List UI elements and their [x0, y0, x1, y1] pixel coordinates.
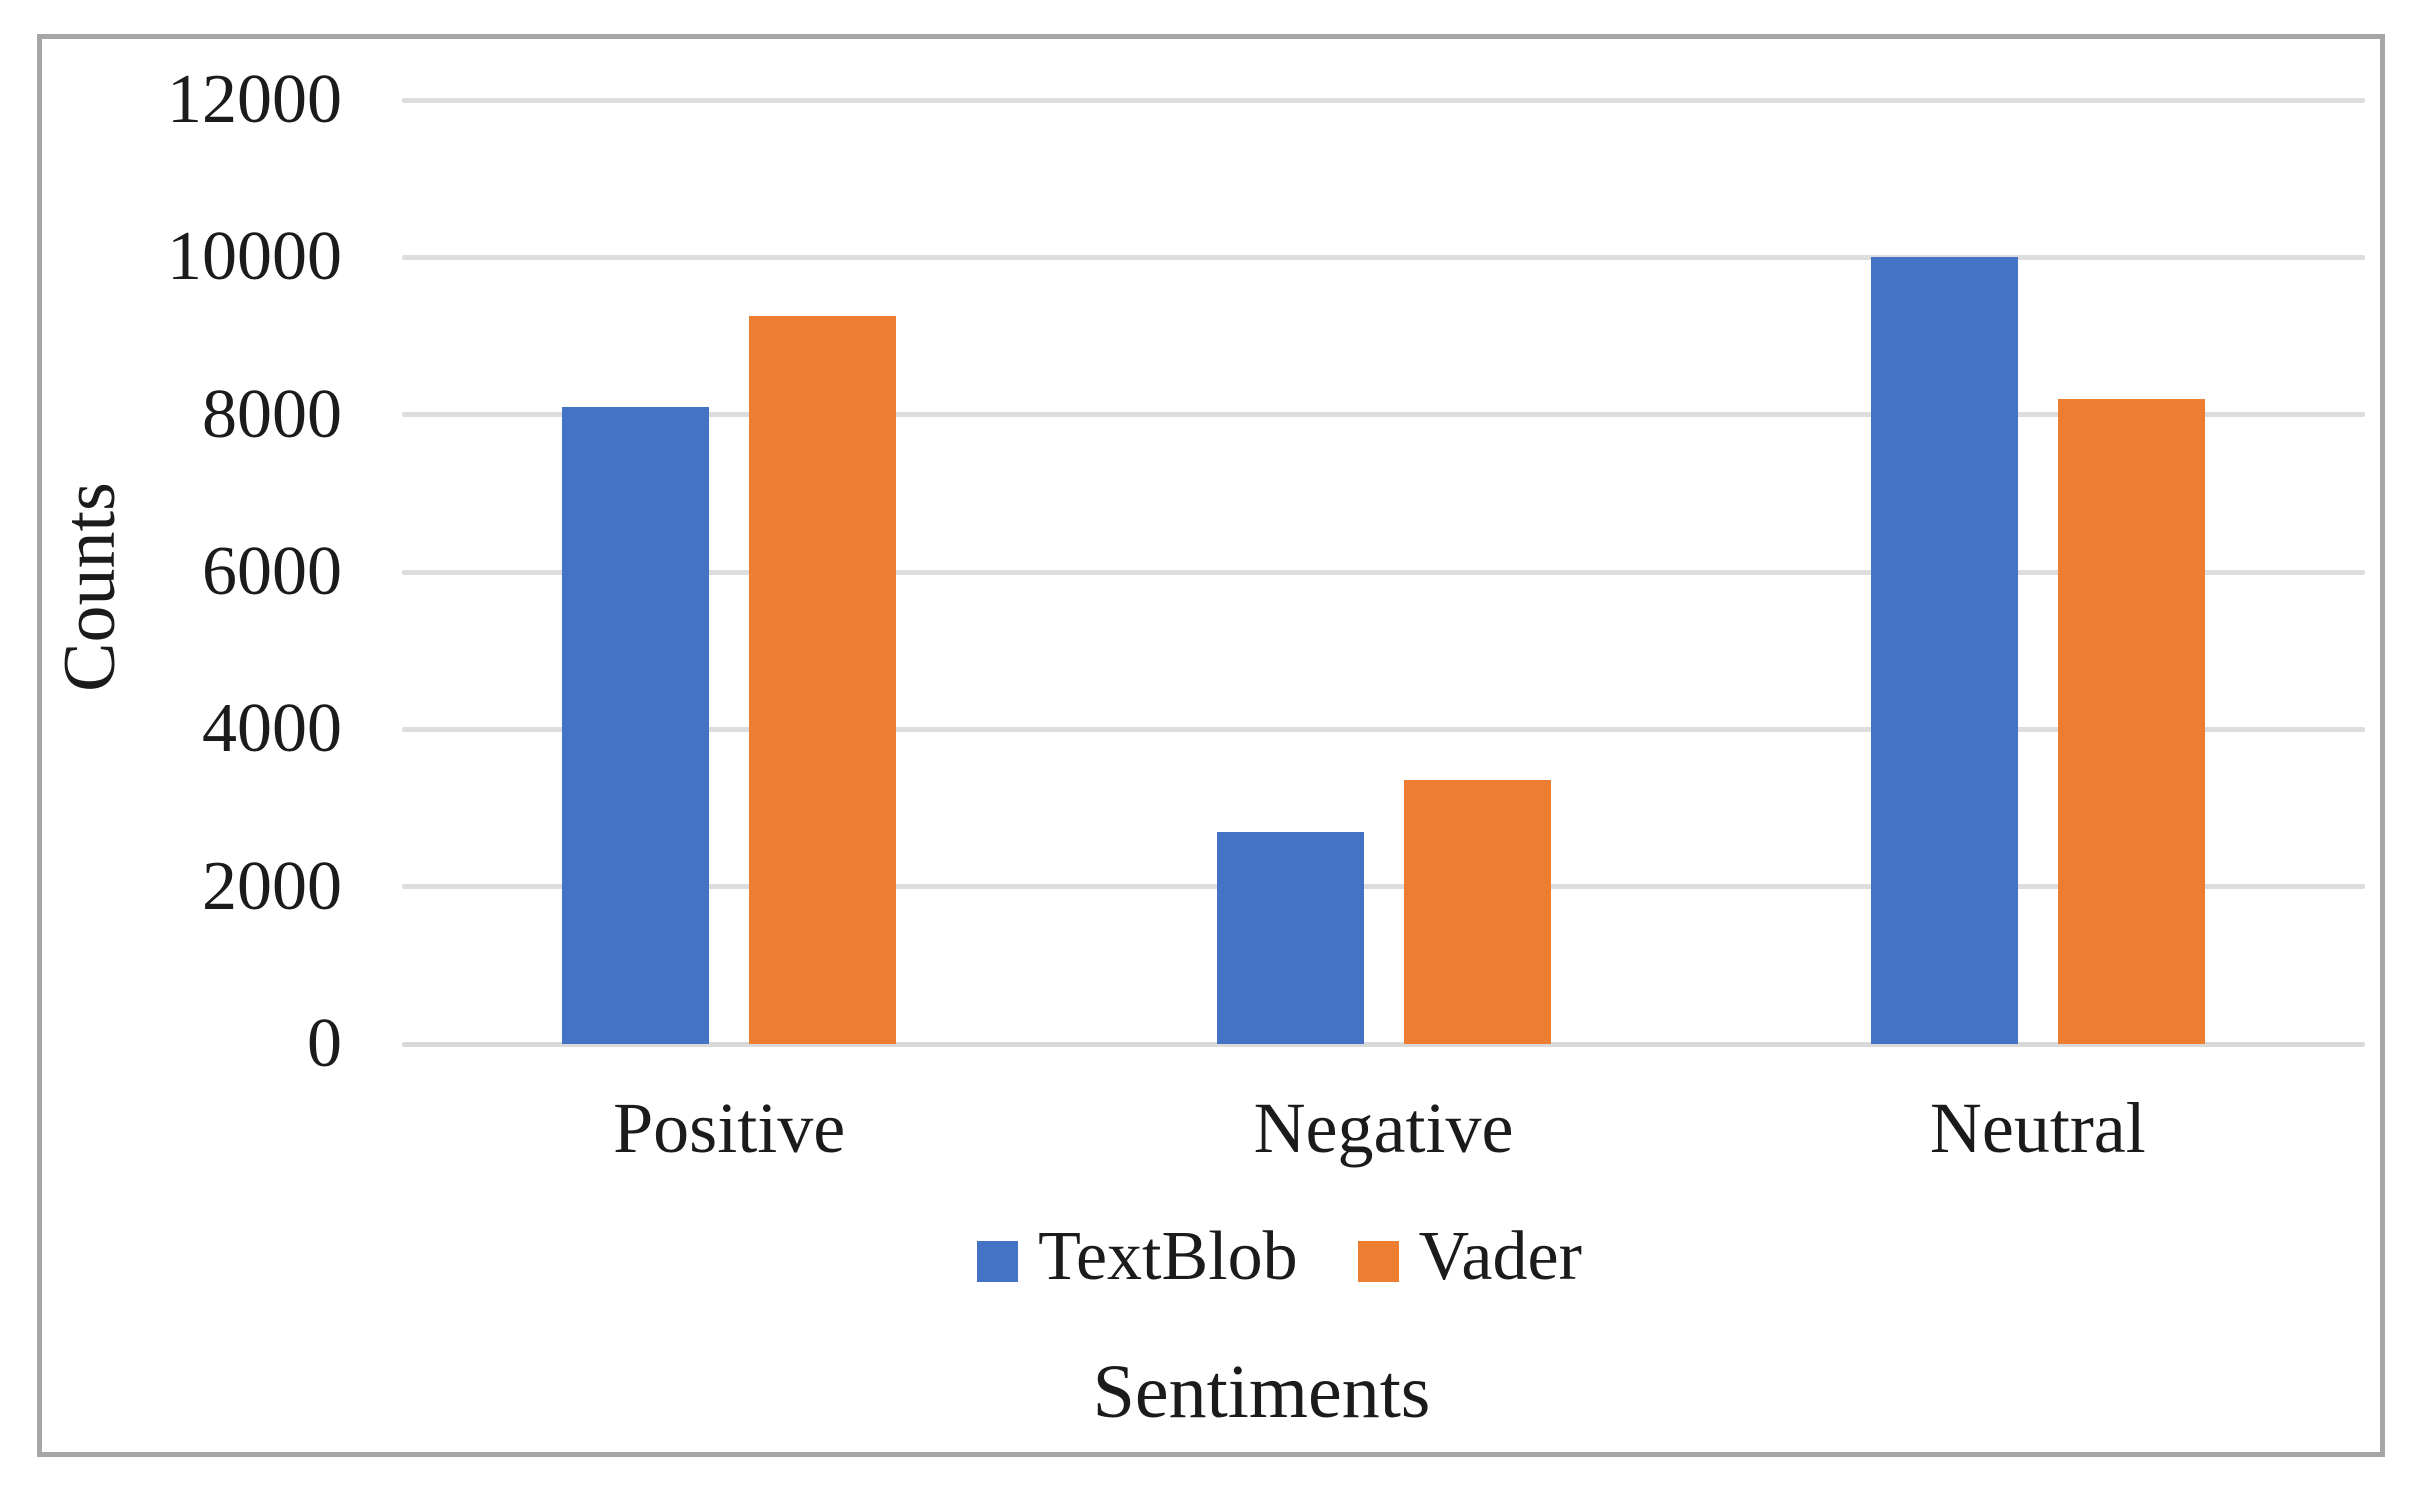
- gridline-y-12000: [402, 97, 2365, 103]
- gridline-y-4000: [402, 726, 2365, 732]
- legend-item-textblob: TextBlob: [977, 1220, 1298, 1294]
- legend: TextBlob Vader: [68, 1220, 2423, 1294]
- x-category-label-positive: Positive: [613, 1088, 846, 1168]
- bar-textblob-negative: [1216, 831, 1364, 1044]
- gridline-y-2000: [402, 884, 2365, 890]
- bar-vader-positive: [749, 316, 897, 1044]
- y-tick-label-8000: 8000: [202, 375, 342, 453]
- y-tick-label-12000: 12000: [167, 61, 342, 138]
- legend-swatch-vader: [1357, 1240, 1399, 1282]
- y-tick-label-4000: 4000: [202, 690, 342, 768]
- x-category-label-neutral: Neutral: [1929, 1088, 2146, 1168]
- x-axis-title: Sentiments: [1092, 1350, 1431, 1434]
- x-category-label-negative: Negative: [1253, 1088, 1514, 1168]
- gridline-y-8000: [402, 412, 2365, 418]
- legend-swatch-textblob: [977, 1240, 1019, 1282]
- bar-vader-negative: [1403, 780, 1551, 1044]
- gridline-y-6000: [402, 569, 2365, 575]
- gridline-y-0: [402, 1041, 2365, 1047]
- legend-label-textblob: TextBlob: [1038, 1218, 1298, 1295]
- bar-vader-neutral: [2057, 398, 2205, 1044]
- y-tick-label-0: 0: [307, 1005, 342, 1082]
- legend-item-vader: Vader: [1357, 1218, 1582, 1295]
- bar-textblob-positive: [562, 406, 710, 1044]
- legend-label-vader: Vader: [1418, 1218, 1582, 1295]
- y-tick-label-6000: 6000: [202, 533, 342, 610]
- gridline-y-10000: [402, 254, 2365, 260]
- y-tick-label-2000: 2000: [202, 847, 342, 925]
- y-tick-label-10000: 10000: [167, 218, 342, 296]
- bar-textblob-neutral: [1870, 257, 2018, 1044]
